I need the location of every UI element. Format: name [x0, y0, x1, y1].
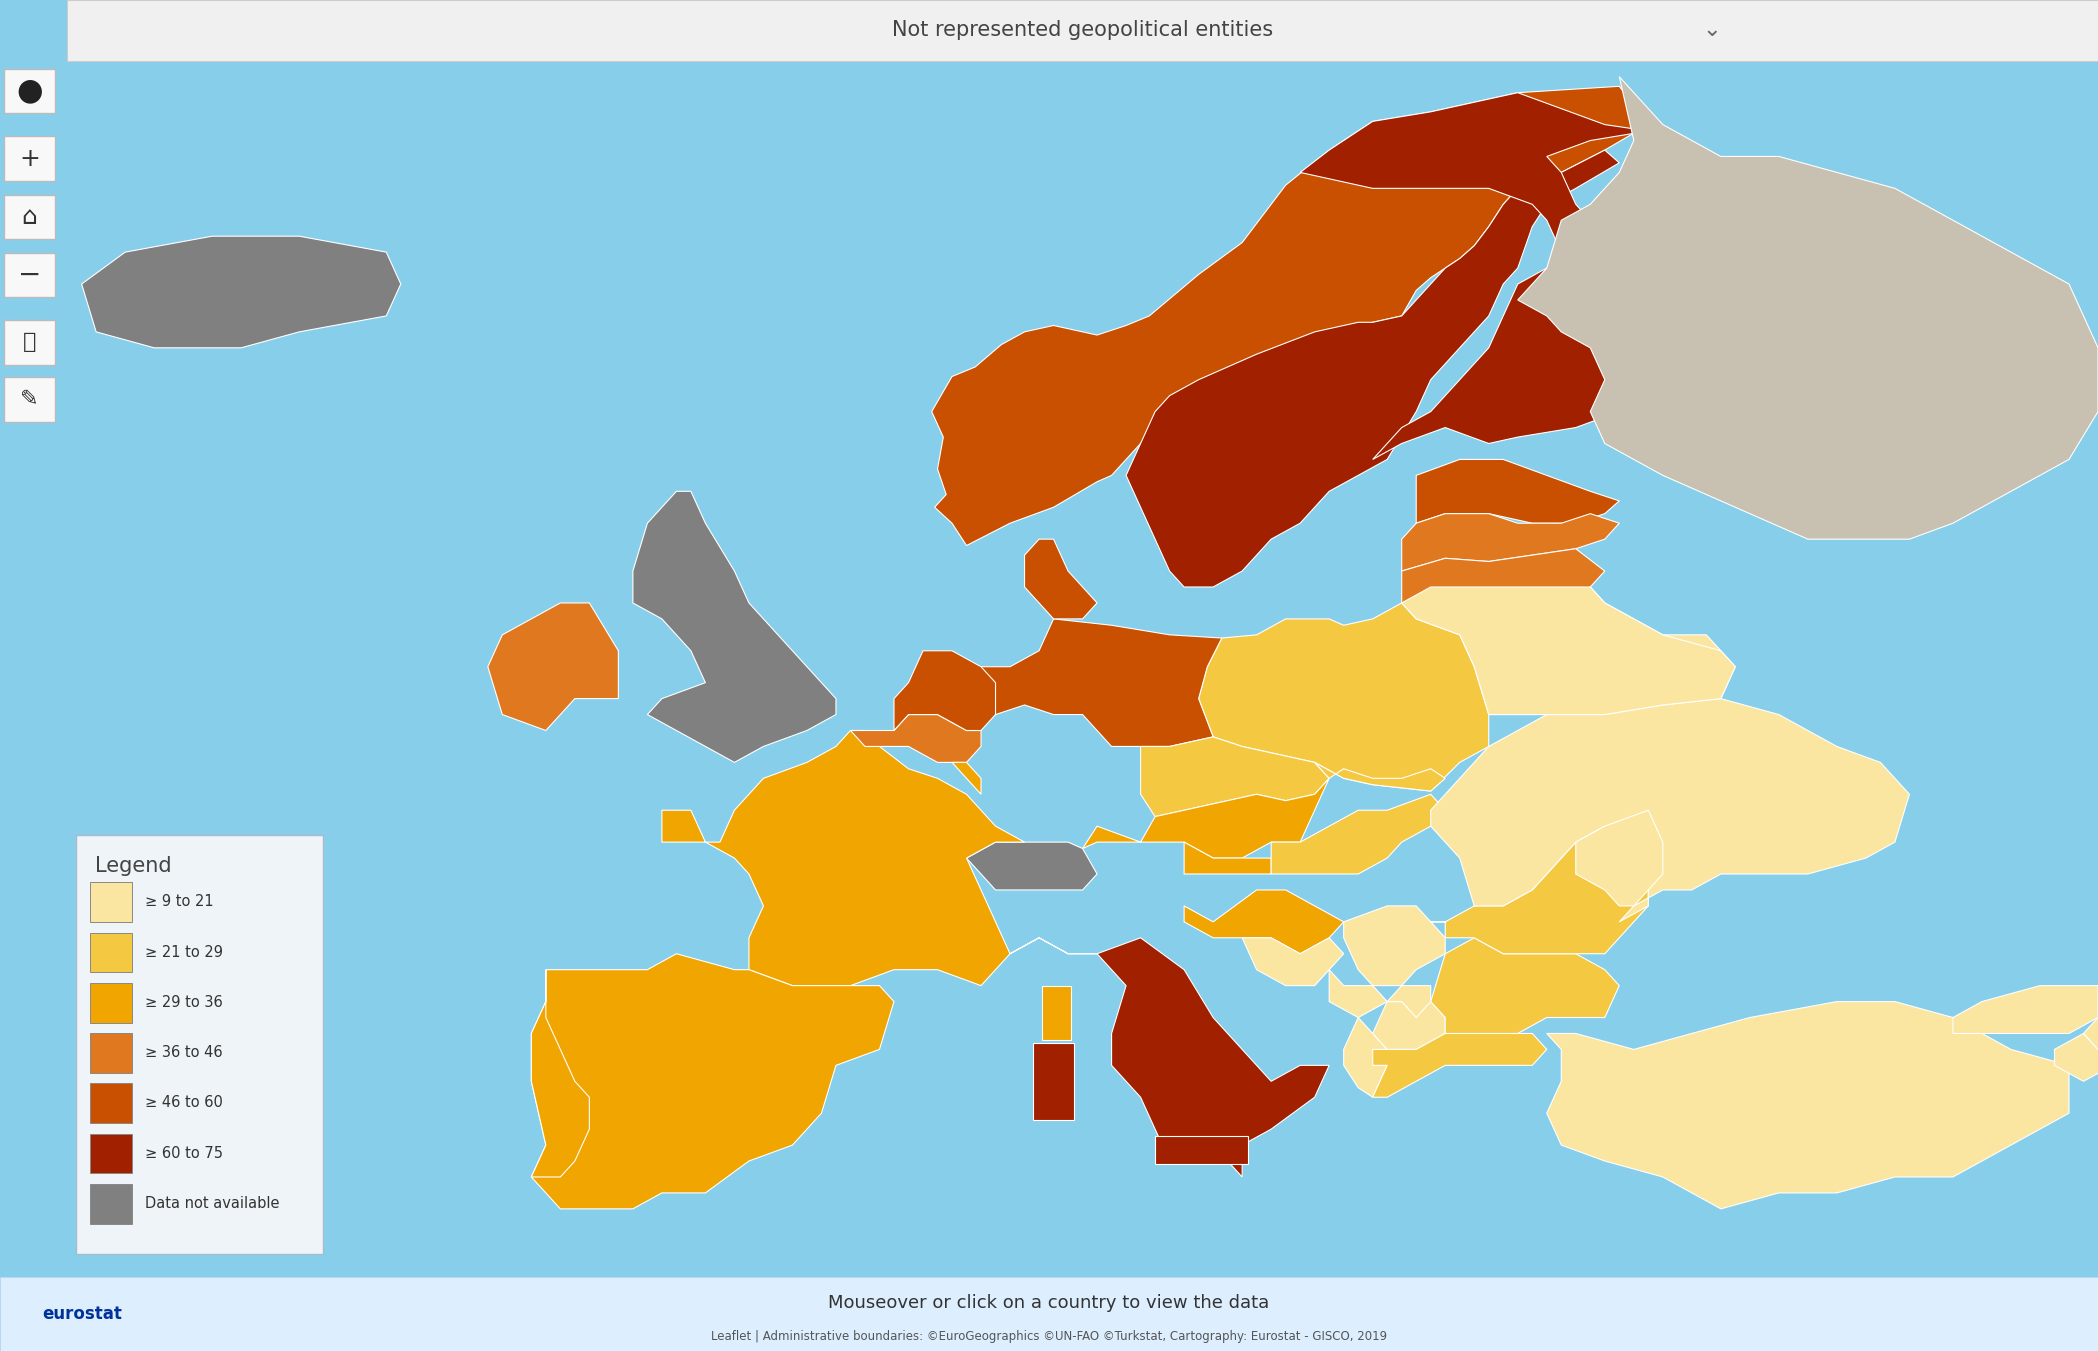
Text: ✎: ✎ [21, 389, 38, 409]
Polygon shape [489, 603, 619, 731]
Text: eurostat: eurostat [42, 1305, 122, 1323]
Polygon shape [932, 86, 1649, 546]
Text: ≥ 60 to 75: ≥ 60 to 75 [145, 1146, 222, 1161]
Polygon shape [1431, 827, 1649, 954]
Polygon shape [1315, 762, 1446, 792]
Polygon shape [634, 492, 835, 762]
Polygon shape [1431, 938, 1620, 1034]
Polygon shape [1343, 1017, 1387, 1097]
Polygon shape [1401, 513, 1620, 571]
Text: ≥ 36 to 46: ≥ 36 to 46 [145, 1046, 222, 1061]
Polygon shape [1009, 938, 1330, 1177]
Polygon shape [1401, 586, 1735, 715]
Polygon shape [1330, 970, 1387, 1017]
FancyBboxPatch shape [90, 1084, 132, 1123]
Polygon shape [1953, 986, 2098, 1034]
Polygon shape [2054, 1034, 2098, 1081]
Polygon shape [1372, 1001, 1446, 1050]
FancyBboxPatch shape [90, 1133, 132, 1173]
Text: Leaflet | Administrative boundaries: ©EuroGeographics ©UN-FAO ©Turkstat, Cartogr: Leaflet | Administrative boundaries: ©Eu… [711, 1329, 1387, 1343]
Polygon shape [1343, 907, 1446, 986]
Polygon shape [1127, 150, 1620, 586]
Text: ⌂: ⌂ [21, 205, 38, 228]
Polygon shape [82, 236, 401, 347]
Polygon shape [1416, 459, 1620, 523]
Text: Not represented geopolitical entities: Not represented geopolitical entities [892, 20, 1273, 41]
Polygon shape [1301, 93, 1664, 459]
Polygon shape [531, 954, 894, 1209]
Polygon shape [894, 651, 997, 731]
FancyBboxPatch shape [90, 882, 132, 921]
FancyBboxPatch shape [90, 1183, 132, 1224]
Polygon shape [1546, 1001, 2069, 1209]
Text: ≥ 29 to 36: ≥ 29 to 36 [145, 994, 222, 1011]
Polygon shape [1156, 1135, 1248, 1165]
Polygon shape [967, 842, 1097, 890]
Text: ⌄: ⌄ [1704, 20, 1722, 41]
Polygon shape [952, 762, 982, 794]
Polygon shape [1198, 603, 1490, 792]
Text: +: + [19, 147, 40, 170]
Polygon shape [1401, 586, 1735, 715]
Polygon shape [531, 970, 590, 1177]
Polygon shape [1242, 938, 1343, 986]
Text: ⎙: ⎙ [23, 332, 36, 353]
Polygon shape [1043, 986, 1070, 1040]
Polygon shape [1183, 842, 1271, 874]
Polygon shape [1387, 986, 1431, 1017]
Polygon shape [661, 731, 1024, 986]
Polygon shape [1576, 811, 1664, 907]
FancyBboxPatch shape [90, 1034, 132, 1073]
Polygon shape [1141, 736, 1330, 816]
FancyBboxPatch shape [90, 982, 132, 1023]
Text: −: − [17, 261, 42, 289]
Polygon shape [1083, 778, 1330, 858]
Polygon shape [1271, 794, 1446, 874]
Polygon shape [2083, 1017, 2098, 1081]
Polygon shape [1032, 1043, 1074, 1120]
Text: Data not available: Data not available [145, 1196, 279, 1210]
Polygon shape [1517, 77, 2098, 539]
Polygon shape [1024, 539, 1097, 619]
Polygon shape [850, 715, 982, 762]
Polygon shape [1372, 1034, 1546, 1097]
Text: Mouseover or click on a country to view the data: Mouseover or click on a country to view … [829, 1294, 1269, 1312]
Polygon shape [1183, 890, 1343, 954]
Text: ≥ 9 to 21: ≥ 9 to 21 [145, 894, 214, 909]
Text: ≥ 46 to 60: ≥ 46 to 60 [145, 1096, 222, 1111]
Polygon shape [1401, 549, 1605, 619]
Text: ≥ 21 to 29: ≥ 21 to 29 [145, 944, 222, 959]
Text: Legend: Legend [94, 857, 172, 875]
Polygon shape [967, 619, 1221, 747]
Text: ●: ● [17, 77, 42, 105]
FancyBboxPatch shape [90, 932, 132, 973]
Polygon shape [1431, 698, 1909, 921]
